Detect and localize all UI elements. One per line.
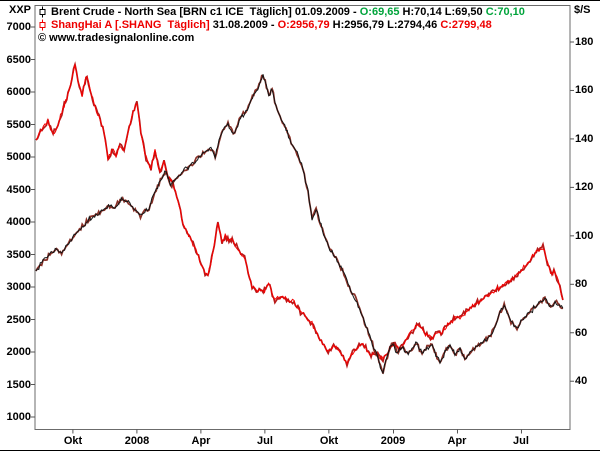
right-axis-unit-label: $/S xyxy=(574,4,591,16)
legend-instrument-name: ShangHai A [.SHANG Täglich] xyxy=(51,18,210,31)
legend-row-shanghai[interactable]: ShangHai A [.SHANG Täglich] 31.08.2009 -… xyxy=(38,18,525,31)
left-axis-tick-label: 6500 xyxy=(6,54,31,66)
legend-date: 01.09.2009 - xyxy=(294,5,357,18)
x-axis-tick-label: Okt xyxy=(63,435,83,447)
right-axis-tick-label: 40 xyxy=(575,375,588,387)
left-axis-tick-label: 2500 xyxy=(6,314,31,326)
left-axis-tick-label: 5500 xyxy=(6,119,31,131)
legend-highlow-values: H:2956,79 L:2794,46 xyxy=(332,18,438,31)
left-axis-tick-label: 5000 xyxy=(6,151,31,163)
right-axis-tick-label: 140 xyxy=(575,133,594,145)
x-axis-tick-label: Okt xyxy=(319,435,339,447)
left-axis-tick-label: 1500 xyxy=(6,379,31,391)
x-axis-tick-label: 2009 xyxy=(380,435,406,447)
left-axis-tick-label: 6000 xyxy=(6,86,31,98)
legend-instrument-name: Brent Crude - North Sea [BRN c1 ICE Tägl… xyxy=(51,5,292,18)
left-axis-tick-label: 4000 xyxy=(6,216,31,228)
right-axis-tick-label: 160 xyxy=(575,84,594,96)
legend-row-brent[interactable]: Brent Crude - North Sea [BRN c1 ICE Tägl… xyxy=(38,5,525,18)
legend-date: 31.08.2009 - xyxy=(212,18,275,31)
x-axis-tick-label: Jul xyxy=(257,435,273,447)
symbol-label: XXP xyxy=(8,4,31,16)
plot-frame xyxy=(34,5,571,430)
chart-legend: Brent Crude - North Sea [BRN c1 ICE Tägl… xyxy=(38,5,525,44)
x-axis-tick-label: Jul xyxy=(513,435,529,447)
x-axis-tick-label: 2008 xyxy=(124,435,150,447)
right-axis-tick-label: 80 xyxy=(575,278,588,290)
right-axis-tick-label: 120 xyxy=(575,181,594,193)
x-axis-tick-label: Apr xyxy=(191,435,211,447)
x-axis-tick-label: Apr xyxy=(447,435,467,447)
candlestick-icon xyxy=(39,19,46,30)
left-axis-tick-label: 3000 xyxy=(6,281,31,293)
left-axis-tick-label: 7000 xyxy=(6,21,31,33)
left-axis-tick-label: 1000 xyxy=(6,411,31,423)
legend-open-value: O:2956,79 xyxy=(277,18,330,31)
legend-close-value: C:70,10 xyxy=(485,5,525,18)
series-line-brent-shadow xyxy=(35,74,563,374)
left-axis-tick-label: 4500 xyxy=(6,184,31,196)
left-axis-tick-label: 2000 xyxy=(6,346,31,358)
candlestick-icon xyxy=(39,6,46,17)
legend-open-value: O:69,65 xyxy=(359,5,400,18)
right-axis-tick-label: 180 xyxy=(575,36,594,48)
legend-highlow-values: H:70,14 L:69,50 xyxy=(402,5,483,18)
right-axis-tick-label: 60 xyxy=(575,327,588,339)
series-line-shanghai-shadow xyxy=(35,61,564,369)
right-axis-tick-label: 100 xyxy=(575,230,594,242)
copyright-watermark: © www.tradesignalonline.com xyxy=(38,31,195,44)
series-line-brent[interactable] xyxy=(35,74,564,375)
series-line-shanghai[interactable] xyxy=(35,64,564,365)
legend-close-value: C:2799,48 xyxy=(440,18,492,31)
left-axis-tick-label: 3500 xyxy=(6,249,31,261)
